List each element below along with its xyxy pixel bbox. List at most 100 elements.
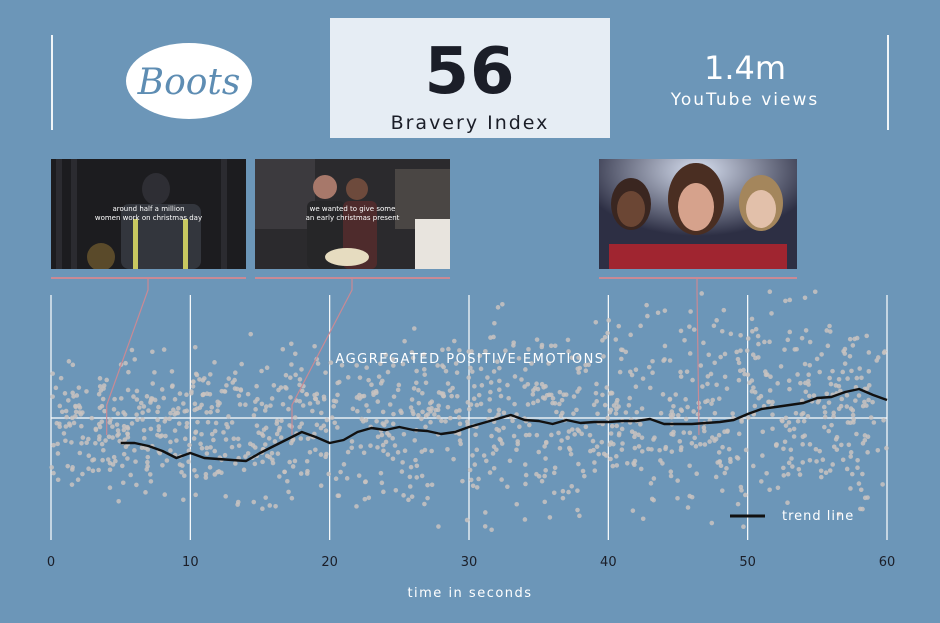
- scatter-point: [425, 412, 431, 417]
- scatter-point: [204, 410, 209, 415]
- scatter-point: [855, 458, 860, 463]
- scatter-point: [824, 328, 830, 333]
- scatter-point: [204, 445, 210, 451]
- scatter-point: [76, 385, 82, 390]
- scatter-point: [614, 423, 620, 429]
- scatter-point: [827, 468, 833, 473]
- scatter-point: [451, 456, 456, 462]
- scatter-point: [266, 436, 272, 441]
- scatter-point: [487, 397, 493, 402]
- scatter-point: [807, 442, 813, 447]
- scatter-point: [866, 350, 872, 355]
- scatter-point: [795, 372, 800, 377]
- video-thumbnail-3[interactable]: [599, 159, 797, 269]
- scatter-point: [69, 467, 75, 472]
- scatter-point: [305, 436, 311, 442]
- scatter-point: [333, 399, 339, 404]
- scatter-point: [224, 383, 229, 388]
- scatter-point: [336, 493, 342, 499]
- chart-grid: [50, 295, 888, 540]
- scatter-point: [148, 426, 154, 432]
- scatter-point: [527, 432, 532, 438]
- scatter-point: [512, 374, 518, 379]
- scatter-point: [387, 402, 393, 407]
- scatter-point: [380, 378, 385, 384]
- scatter-point: [197, 405, 203, 410]
- scatter-point: [380, 409, 386, 415]
- scatter-point: [238, 388, 244, 393]
- scatter-point: [801, 418, 807, 424]
- scatter-point: [422, 367, 427, 372]
- scatter-point: [712, 438, 717, 443]
- scatter-point: [423, 380, 429, 386]
- scatter-point: [264, 365, 270, 370]
- scatter-point: [782, 347, 787, 352]
- scatter-point: [58, 375, 64, 381]
- scatter-point: [469, 369, 475, 374]
- scatter-point: [476, 392, 482, 398]
- scatter-point: [753, 355, 758, 361]
- scatter-point: [419, 416, 424, 422]
- scatter-point: [692, 435, 697, 441]
- scatter-point: [702, 428, 707, 434]
- scatter-point: [163, 433, 168, 439]
- scatter-point: [751, 385, 756, 390]
- scatter-point: [587, 432, 593, 438]
- scatter-point: [511, 343, 516, 348]
- scatter-point: [374, 390, 379, 396]
- scatter-point: [628, 332, 633, 338]
- scatter-point: [714, 318, 719, 323]
- scatter-point: [667, 397, 673, 402]
- scatter-point: [556, 430, 561, 436]
- trend-line-layer: [120, 387, 888, 463]
- scatter-point: [523, 481, 528, 487]
- scatter-point: [80, 471, 85, 477]
- scatter-point: [133, 459, 138, 464]
- scatter-point: [793, 410, 799, 416]
- scatter-point: [489, 527, 494, 533]
- scatter-point: [769, 311, 774, 316]
- scatter-point: [181, 473, 187, 478]
- x-axis-label: time in seconds: [407, 586, 532, 601]
- scatter-point: [806, 372, 812, 378]
- scatter-point: [663, 444, 669, 450]
- scatter-point: [262, 442, 268, 447]
- scatter-point: [392, 443, 398, 448]
- scatter-point: [817, 448, 823, 454]
- scatter-point: [627, 395, 633, 401]
- scatter-point: [535, 398, 541, 404]
- scatter-point: [738, 332, 743, 338]
- scatter-point: [374, 419, 379, 424]
- scatter-point: [609, 423, 615, 429]
- scatter-point: [125, 456, 130, 461]
- scatter-point: [632, 434, 637, 440]
- scatter-point: [259, 431, 265, 437]
- scatter-point: [718, 354, 723, 360]
- video-thumbnail-2[interactable]: we wanted to give some an early christma…: [255, 159, 450, 269]
- scatter-point: [743, 492, 748, 498]
- scatter-point: [230, 380, 236, 385]
- scatter-point: [712, 410, 718, 416]
- scatter-point: [828, 381, 834, 387]
- x-tick-label-20: 20: [321, 555, 338, 570]
- scatter-point: [764, 372, 770, 377]
- scatter-point: [728, 331, 734, 337]
- scatter-point: [366, 408, 371, 414]
- scatter-point: [639, 435, 645, 440]
- scatter-point: [252, 461, 258, 467]
- scatter-point: [241, 467, 247, 473]
- scatter-point: [278, 435, 284, 440]
- scatter-point: [822, 414, 828, 420]
- video-thumbnail-1[interactable]: around half a million women work on chri…: [51, 159, 246, 269]
- scatter-point: [64, 414, 69, 420]
- scatter-point: [657, 447, 662, 453]
- scatter-point: [57, 424, 62, 429]
- scatter-point: [488, 389, 493, 395]
- scatter-point: [292, 351, 298, 357]
- scatter-point: [623, 410, 629, 415]
- scatter-point: [401, 493, 406, 498]
- scatter-point: [859, 375, 864, 381]
- scatter-point: [744, 348, 750, 353]
- scatter-point: [263, 425, 269, 431]
